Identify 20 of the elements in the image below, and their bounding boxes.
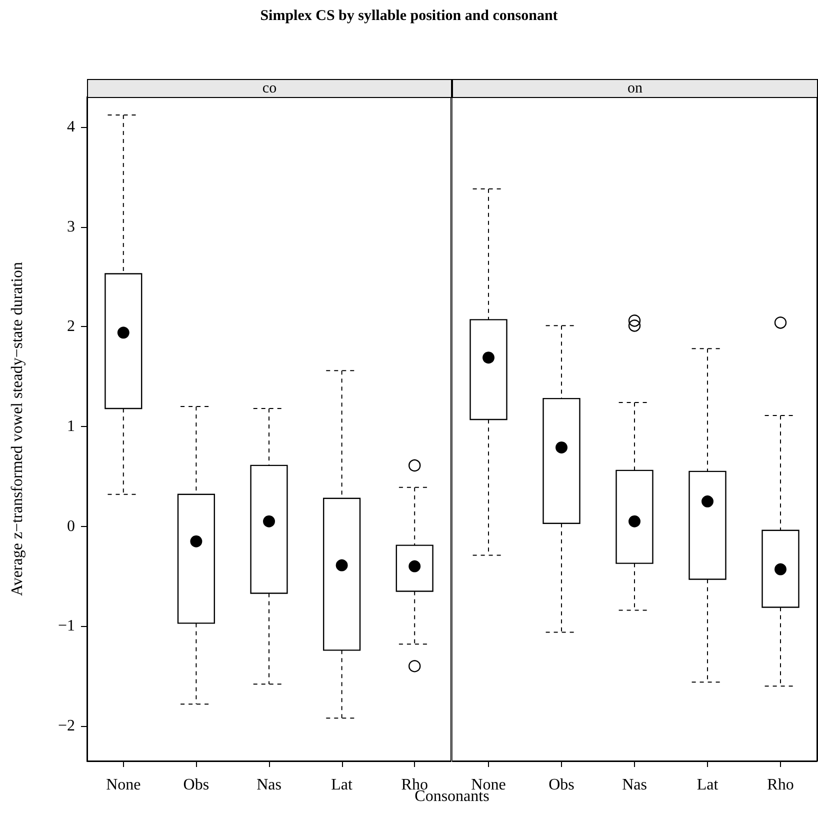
x-tick-label: Lat [331, 776, 354, 794]
y-tick-label: 1 [67, 418, 75, 436]
x-tick-label: Nas [256, 776, 282, 794]
x-tick-label: Rho [767, 776, 794, 794]
x-tick-label: Obs [183, 776, 210, 794]
y-tick-label: −1 [58, 618, 75, 635]
y-tick-label: 2 [67, 318, 75, 336]
x-tick-label: Lat [696, 776, 719, 794]
y-tick-label: 4 [67, 118, 75, 136]
y-axis-title: Average z−transformed vowel steady−state duration [9, 262, 27, 596]
y-tick-label: 3 [67, 218, 75, 236]
x-tick-label: Obs [548, 776, 574, 794]
x-tick-label: None [471, 776, 506, 794]
x-tick-label: Nas [622, 776, 647, 794]
chart-title: Simplex CS by syllable position and consonant [259, 8, 559, 25]
y-tick-label: 0 [67, 518, 75, 535]
y-tick-label: −2 [58, 718, 75, 735]
x-tick-label: None [106, 776, 141, 794]
chart-subtitle: co [262, 80, 277, 96]
chart-subtitle: on [628, 80, 643, 96]
